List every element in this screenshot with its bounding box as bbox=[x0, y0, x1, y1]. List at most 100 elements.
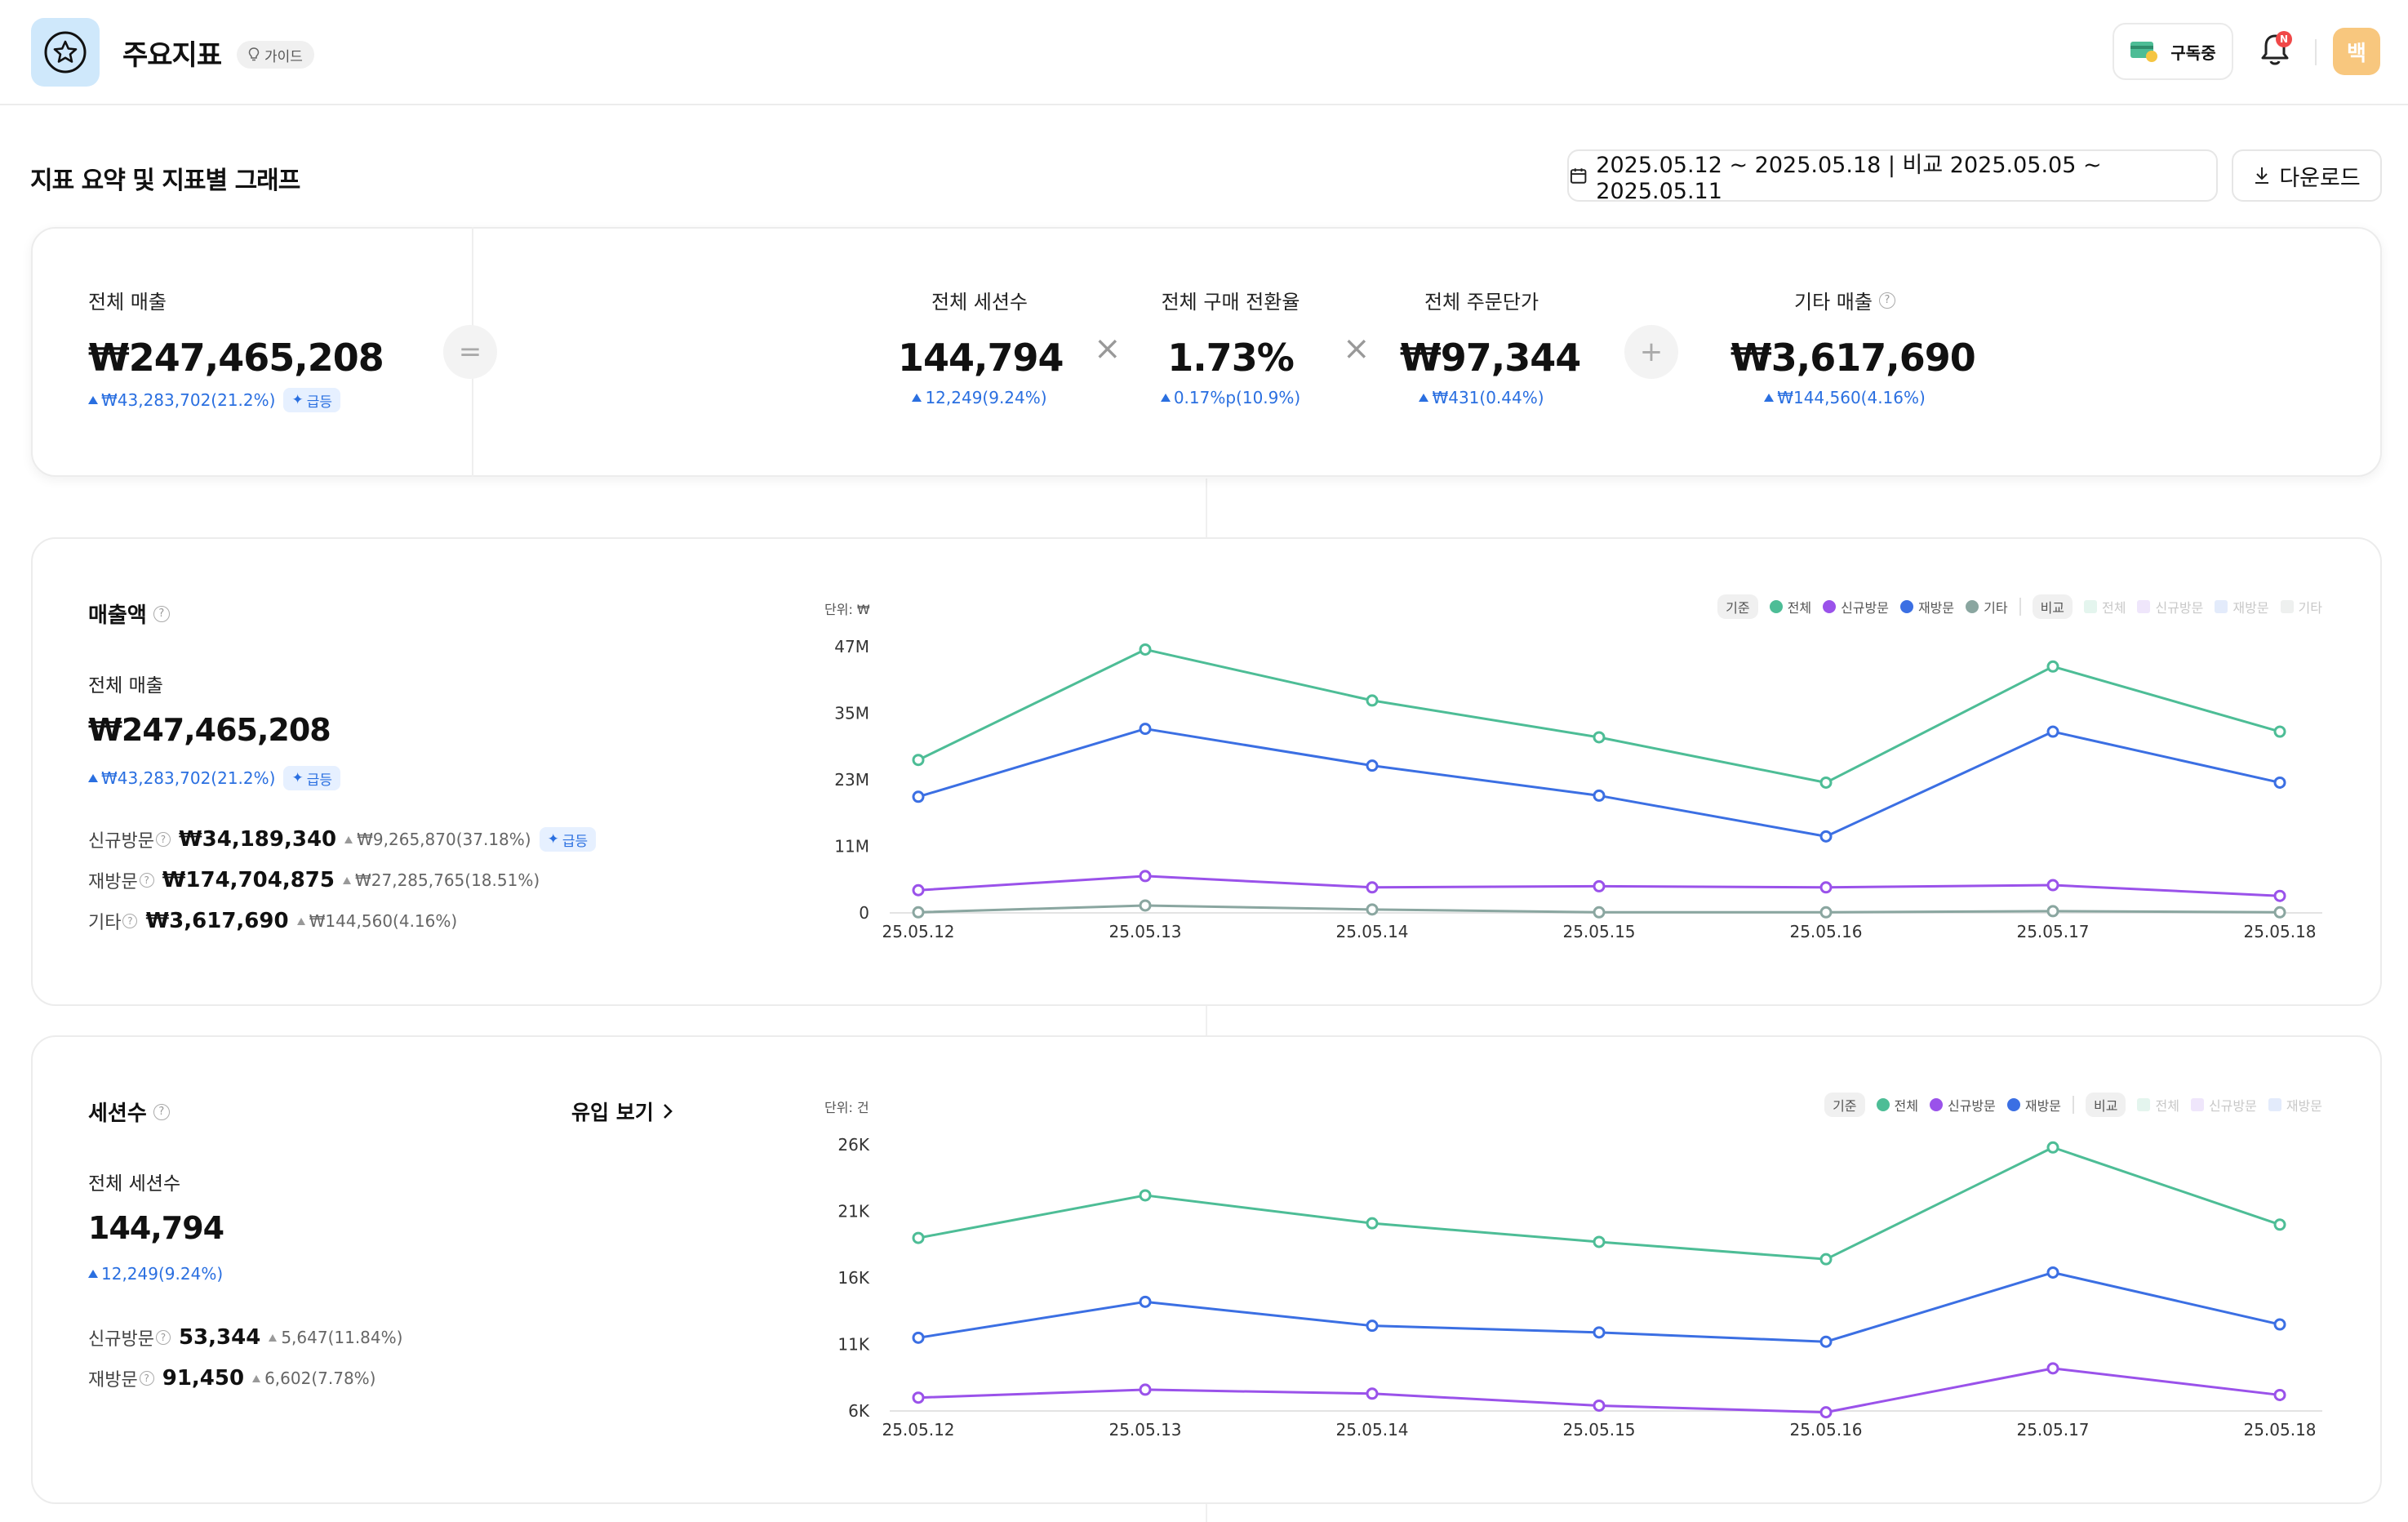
data-point[interactable] bbox=[1819, 906, 1833, 919]
data-point[interactable] bbox=[1819, 1335, 1833, 1348]
data-point[interactable] bbox=[1366, 881, 1379, 894]
data-point[interactable] bbox=[1139, 899, 1152, 912]
data-point[interactable] bbox=[2046, 1362, 2059, 1375]
data-point[interactable] bbox=[2273, 776, 2286, 789]
sessions-line-chart[interactable]: 6K 11K 16K 21K 26K 25.05.12 25.05.13 25.05.14 25… bbox=[816, 1127, 2351, 1445]
legend-compare-new[interactable]: 신규방문 bbox=[2137, 597, 2203, 616]
guide-button[interactable]: 가이드 bbox=[237, 41, 314, 69]
data-point[interactable] bbox=[1366, 1387, 1379, 1400]
header-divider bbox=[2315, 39, 2317, 65]
summary-aov[interactable]: 전체 주문단가 ₩97,344 ₩431(0.44%) bbox=[1400, 286, 1581, 407]
data-point[interactable] bbox=[1593, 906, 1606, 919]
data-point[interactable] bbox=[1819, 1406, 1833, 1419]
data-point[interactable] bbox=[1139, 643, 1152, 656]
data-point[interactable] bbox=[1593, 1399, 1606, 1412]
data-point[interactable] bbox=[1366, 1217, 1379, 1230]
data-point[interactable] bbox=[1366, 759, 1379, 772]
data-point[interactable] bbox=[912, 906, 925, 919]
data-point[interactable] bbox=[912, 790, 925, 803]
legend-compare-new[interactable]: 신규방문 bbox=[2190, 1095, 2257, 1115]
help-icon[interactable]: ? bbox=[155, 832, 171, 847]
legend-compare-total[interactable]: 전체 bbox=[2137, 1095, 2179, 1115]
date-range-text: 2025.05.12 ~ 2025.05.18 | 비교 2025.05.05 … bbox=[1596, 153, 2102, 204]
avatar[interactable]: 백 bbox=[2333, 28, 2380, 75]
app-logo[interactable] bbox=[31, 18, 100, 87]
y-tick-label: 16K bbox=[837, 1268, 869, 1288]
data-point[interactable] bbox=[912, 1331, 925, 1344]
legend-label: 전체 bbox=[2155, 1098, 2179, 1114]
legend-compare-return[interactable]: 재방문 bbox=[2268, 1095, 2322, 1115]
legend-compare-total[interactable]: 전체 bbox=[2084, 597, 2126, 616]
data-point[interactable] bbox=[1593, 731, 1606, 744]
data-point[interactable] bbox=[1139, 1295, 1152, 1308]
inflow-link[interactable]: 유입 보기 bbox=[571, 1097, 673, 1126]
subscription-button[interactable]: 구독중 bbox=[2113, 23, 2233, 80]
sales-breakdown-other: 기타? ₩3,617,690 ₩144,560(4.16%) bbox=[88, 908, 457, 934]
legend-compare-return[interactable]: 재방문 bbox=[2215, 597, 2269, 616]
data-point[interactable] bbox=[2273, 725, 2286, 738]
series-line[interactable] bbox=[917, 648, 2281, 784]
data-point[interactable] bbox=[912, 754, 925, 767]
chevron-right-icon bbox=[663, 1104, 673, 1119]
data-point[interactable] bbox=[1139, 870, 1152, 883]
data-point[interactable] bbox=[2046, 879, 2059, 892]
data-point[interactable] bbox=[912, 1231, 925, 1244]
data-point[interactable] bbox=[1366, 1320, 1379, 1333]
aov-label: 전체 주문단가 bbox=[1424, 291, 1539, 314]
data-point[interactable] bbox=[912, 883, 925, 897]
legend-item-total[interactable]: 전체 bbox=[1769, 597, 1811, 616]
data-point[interactable] bbox=[1139, 723, 1152, 736]
summary-total-sales[interactable]: 전체 매출 ₩247,465,208 ₩43,283,702(21.2%) ✦ … bbox=[88, 286, 384, 412]
help-icon[interactable]: ? bbox=[155, 1330, 171, 1345]
data-point[interactable] bbox=[1593, 879, 1606, 892]
data-point[interactable] bbox=[1366, 903, 1379, 916]
legend-item-new[interactable]: 신규방문 bbox=[1823, 597, 1889, 616]
help-icon[interactable]: ? bbox=[153, 605, 170, 622]
summary-conversion[interactable]: 전체 구매 전환율 1.73% 0.17%p(10.9%) bbox=[1143, 286, 1318, 407]
legend-compare-other[interactable]: 기타 bbox=[2280, 597, 2322, 616]
data-point[interactable] bbox=[1139, 1383, 1152, 1396]
data-point[interactable] bbox=[1819, 776, 1833, 789]
data-point[interactable] bbox=[2273, 1218, 2286, 1231]
summary-other-sales[interactable]: 기타 매출? ₩3,617,690 ₩144,560(4.16%) bbox=[1730, 286, 1976, 407]
data-point[interactable] bbox=[2273, 1388, 2286, 1401]
x-tick-label: 25.05.17 bbox=[2016, 922, 2089, 941]
legend-item-total[interactable]: 전체 bbox=[1876, 1095, 1918, 1115]
data-point[interactable] bbox=[1819, 881, 1833, 894]
data-point[interactable] bbox=[2273, 889, 2286, 902]
legend-item-return[interactable]: 재방문 bbox=[1899, 597, 1954, 616]
data-point[interactable] bbox=[1819, 830, 1833, 843]
data-point[interactable] bbox=[1139, 1189, 1152, 1202]
data-point[interactable] bbox=[2046, 725, 2059, 738]
data-point[interactable] bbox=[1593, 1235, 1606, 1248]
legend-item-new[interactable]: 신규방문 bbox=[1929, 1095, 1996, 1115]
help-icon[interactable]: ? bbox=[1878, 291, 1895, 309]
data-point[interactable] bbox=[1819, 1253, 1833, 1266]
download-button[interactable]: 다운로드 bbox=[2232, 149, 2382, 202]
legend-label: 재방문 bbox=[2024, 1098, 2062, 1114]
sales-line-chart[interactable]: 0 11M 23M 35M 47M 25.05.12 25.05.13 25.05.14 25.… bbox=[816, 629, 2351, 947]
date-range-picker[interactable]: 2025.05.12 ~ 2025.05.18 | 비교 2025.05.05 … bbox=[1567, 149, 2218, 204]
data-point[interactable] bbox=[1366, 694, 1379, 707]
x-tick-label: 25.05.12 bbox=[882, 922, 954, 941]
series-line[interactable] bbox=[917, 728, 2281, 838]
help-icon[interactable]: ? bbox=[153, 1103, 170, 1120]
data-point[interactable] bbox=[2273, 1318, 2286, 1331]
help-icon[interactable]: ? bbox=[139, 873, 154, 888]
help-icon[interactable]: ? bbox=[139, 1371, 154, 1386]
delta-text: ₩9,265,870(37.18%) bbox=[357, 830, 531, 849]
data-point[interactable] bbox=[2273, 906, 2286, 919]
data-point[interactable] bbox=[2046, 660, 2059, 673]
data-point[interactable] bbox=[2046, 1141, 2059, 1154]
legend-item-other[interactable]: 기타 bbox=[1966, 597, 2008, 616]
data-point[interactable] bbox=[1593, 789, 1606, 802]
notification-button[interactable]: N bbox=[2255, 29, 2295, 70]
data-point[interactable] bbox=[2046, 905, 2059, 918]
breakdown-label-text: 기타 bbox=[88, 913, 122, 933]
help-icon[interactable]: ? bbox=[122, 914, 138, 928]
data-point[interactable] bbox=[912, 1391, 925, 1404]
legend-item-return[interactable]: 재방문 bbox=[2006, 1095, 2062, 1115]
data-point[interactable] bbox=[2046, 1266, 2059, 1279]
data-point[interactable] bbox=[1593, 1326, 1606, 1339]
summary-sessions[interactable]: 전체 세션수 144,794 12,249(9.24%) bbox=[898, 286, 1064, 407]
